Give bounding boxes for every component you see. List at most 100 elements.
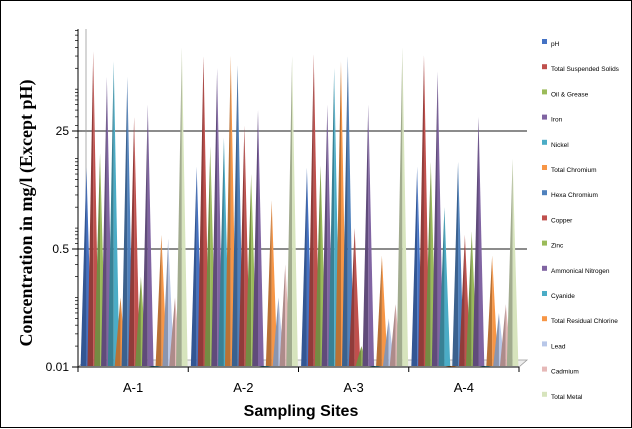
y-tick-label: 25 xyxy=(56,124,70,138)
legend-swatch xyxy=(542,190,547,196)
cone-shade xyxy=(245,174,252,366)
cone-shade xyxy=(486,255,493,366)
legend-swatch xyxy=(542,366,547,372)
y-axis-title: Concentration in mg/l (Except pH) xyxy=(16,80,37,347)
cone-shade xyxy=(176,47,182,367)
cone-shade xyxy=(396,47,403,367)
legend-swatch xyxy=(542,89,547,95)
legend-swatch xyxy=(542,341,547,347)
cone-bar xyxy=(265,200,278,366)
cone-shade xyxy=(472,116,479,366)
cone-shade xyxy=(87,51,94,366)
cone-shade xyxy=(114,297,121,366)
cone-shade xyxy=(190,166,197,366)
cone-bar xyxy=(252,110,264,366)
cone-shade xyxy=(307,54,314,367)
cone-shade xyxy=(506,158,513,366)
cone-bar xyxy=(190,166,203,366)
legend-swatch xyxy=(542,139,547,145)
cone-shade xyxy=(155,234,162,366)
cone-face xyxy=(147,104,154,366)
cone-face xyxy=(210,146,217,366)
cone-face xyxy=(106,76,113,366)
legend-swatch xyxy=(542,114,547,120)
cone-face xyxy=(237,65,244,367)
cone-shade xyxy=(279,264,286,366)
cone-shade xyxy=(411,166,418,366)
cone-bar xyxy=(362,104,375,366)
legend-swatch xyxy=(542,265,547,271)
cone-face xyxy=(100,153,106,366)
cone-shade xyxy=(265,200,272,366)
legend-swatch xyxy=(542,291,547,296)
cone-shade xyxy=(438,207,445,366)
legend-swatch xyxy=(542,316,547,322)
cone-shade xyxy=(493,312,499,366)
cone-shade xyxy=(135,276,141,366)
cone-face xyxy=(93,51,100,366)
cone-shade xyxy=(431,71,438,367)
cone-face xyxy=(354,228,361,366)
cone-shade xyxy=(301,167,307,366)
cone-shade xyxy=(342,56,348,366)
cone-bar xyxy=(342,56,354,366)
cone-face xyxy=(223,137,230,366)
cone-shade xyxy=(218,137,224,366)
cone-face xyxy=(347,56,354,366)
cone-face xyxy=(127,76,134,366)
legend-entry: Total Metal xyxy=(551,394,583,401)
cone-bar xyxy=(376,255,388,366)
cone-bar xyxy=(80,167,93,366)
cone-shade xyxy=(328,68,335,367)
cone-face xyxy=(264,366,271,367)
legend-entry: Cyanide xyxy=(551,293,575,300)
x-tick-label: A-1 xyxy=(123,380,143,395)
cone-face xyxy=(86,167,93,366)
cone-shade xyxy=(121,76,128,366)
cone-face xyxy=(368,104,375,366)
cone-shade xyxy=(362,104,369,366)
legend-entry: Iron xyxy=(551,117,563,124)
cone-bar xyxy=(286,56,298,366)
legend-entry: Total Residual Chlorine xyxy=(551,318,618,325)
cone-shade xyxy=(286,56,293,366)
cone-face xyxy=(292,56,298,366)
cone-bar xyxy=(94,153,106,366)
cone-bar xyxy=(204,146,217,366)
cone-face xyxy=(402,47,409,367)
cone-bar xyxy=(121,76,134,366)
cone-shade xyxy=(335,61,341,367)
legend-entry: Nickel xyxy=(551,142,569,149)
legend-swatch xyxy=(542,215,547,221)
cone-face xyxy=(258,110,264,366)
cone-bar xyxy=(176,47,188,367)
cone-shade xyxy=(355,346,362,366)
cone-shade xyxy=(224,56,231,366)
cone-bar xyxy=(101,76,113,366)
cone-face xyxy=(134,116,140,366)
legend-swatch xyxy=(542,391,547,397)
cone-shade xyxy=(252,110,259,366)
cone-bar xyxy=(141,104,154,366)
cone-shade xyxy=(162,238,169,366)
cone-face xyxy=(381,255,388,366)
cone-shade xyxy=(499,304,506,366)
cone-bar xyxy=(438,207,451,366)
x-axis-title: Sampling Sites xyxy=(244,403,359,420)
cone-shade xyxy=(382,318,389,366)
cone-bar xyxy=(218,137,230,366)
legend-entry: Oil & Grease xyxy=(551,91,589,98)
cone-shade xyxy=(231,65,238,367)
cone-shade xyxy=(141,104,148,366)
cone-bar xyxy=(348,228,361,366)
legend-entry: Cadmium xyxy=(551,369,579,376)
cone-shade xyxy=(169,297,176,366)
cone-shade xyxy=(418,55,424,367)
cone-shade xyxy=(321,104,328,366)
legend-entry: Ammonical Nitrogen xyxy=(551,268,610,275)
legend-entry: Total Chromium xyxy=(551,167,597,174)
legend-swatch xyxy=(542,240,547,246)
legend-swatch xyxy=(542,64,547,70)
